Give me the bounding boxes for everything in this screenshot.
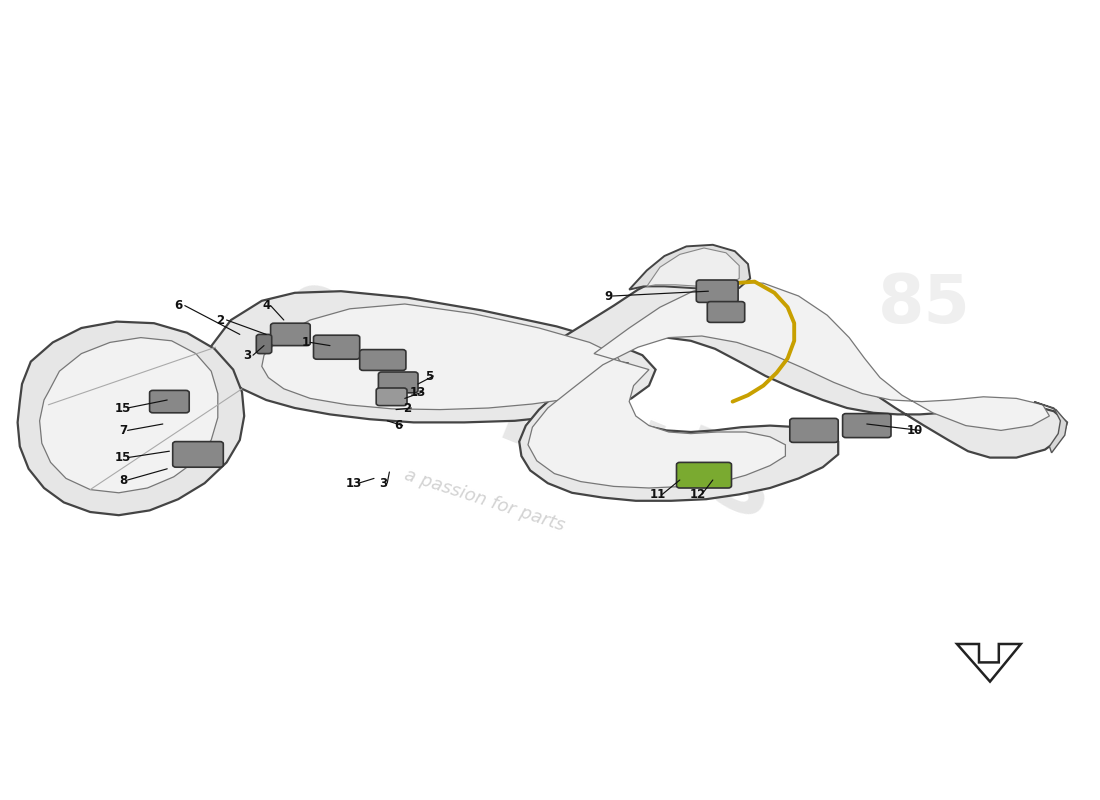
FancyBboxPatch shape (378, 372, 418, 393)
Text: 15: 15 (116, 451, 131, 464)
Polygon shape (647, 248, 739, 286)
Polygon shape (629, 245, 750, 290)
FancyBboxPatch shape (150, 390, 189, 413)
FancyBboxPatch shape (271, 323, 310, 346)
FancyBboxPatch shape (314, 335, 360, 359)
Text: 4: 4 (262, 299, 271, 312)
Polygon shape (519, 272, 1067, 501)
Text: 13: 13 (346, 477, 362, 490)
FancyBboxPatch shape (173, 442, 223, 467)
Polygon shape (262, 304, 625, 410)
Text: 2: 2 (216, 314, 224, 326)
FancyBboxPatch shape (707, 302, 745, 322)
Polygon shape (1034, 402, 1067, 453)
FancyBboxPatch shape (676, 462, 732, 488)
Text: 10: 10 (908, 424, 923, 437)
FancyBboxPatch shape (843, 414, 891, 438)
FancyBboxPatch shape (360, 350, 406, 370)
Text: 6: 6 (174, 299, 183, 312)
Text: 3: 3 (378, 477, 387, 490)
Text: 13: 13 (410, 386, 426, 398)
Text: 5: 5 (425, 370, 433, 382)
Text: 9: 9 (604, 290, 613, 302)
Text: 2: 2 (403, 402, 411, 414)
Polygon shape (528, 282, 1049, 488)
FancyBboxPatch shape (256, 334, 272, 354)
Text: 3: 3 (243, 349, 252, 362)
Polygon shape (207, 291, 656, 422)
Polygon shape (18, 322, 244, 515)
FancyBboxPatch shape (376, 388, 407, 406)
Text: 8: 8 (119, 474, 128, 486)
Text: 85: 85 (878, 271, 970, 337)
Text: 7: 7 (119, 424, 128, 437)
Text: 11: 11 (650, 488, 666, 501)
FancyBboxPatch shape (696, 280, 738, 302)
Text: 1: 1 (301, 336, 310, 349)
Polygon shape (40, 338, 218, 493)
Polygon shape (957, 644, 1021, 682)
Text: a passion for parts: a passion for parts (402, 466, 566, 534)
Text: 6: 6 (394, 419, 403, 432)
Text: 15: 15 (116, 402, 131, 414)
Text: europarts: europarts (268, 259, 788, 541)
FancyBboxPatch shape (790, 418, 838, 442)
Text: 12: 12 (690, 488, 705, 501)
